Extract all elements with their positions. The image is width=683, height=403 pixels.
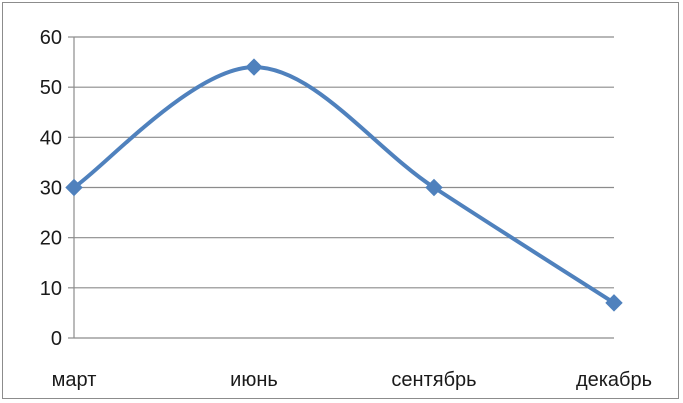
chart-frame <box>2 2 679 399</box>
data-point-marker <box>605 294 623 312</box>
data-point-marker <box>65 178 83 197</box>
data-point-marker <box>425 178 443 197</box>
y-tick-label: 10 <box>40 278 62 300</box>
y-tick-label: 20 <box>40 228 62 250</box>
x-tick-label: сентябрь <box>391 369 476 391</box>
y-axis-tick-labels: 0 10 20 30 40 50 60 <box>40 27 62 350</box>
x-tick-label: март <box>52 369 97 391</box>
y-tick-label: 40 <box>40 127 62 149</box>
series-line <box>72 65 616 305</box>
y-tick-label: 60 <box>40 27 62 49</box>
data-point-marker <box>245 58 263 76</box>
y-tick-label: 50 <box>40 77 62 99</box>
x-tick-label: июнь <box>230 369 278 391</box>
y-tick-label: 30 <box>40 178 62 200</box>
series-markers <box>65 58 623 312</box>
gridlines <box>68 36 614 339</box>
x-axis-tick-labels: март июнь сентябрь декабрь <box>52 369 652 391</box>
x-tick-label: декабрь <box>576 369 652 391</box>
y-tick-label: 0 <box>51 328 62 350</box>
